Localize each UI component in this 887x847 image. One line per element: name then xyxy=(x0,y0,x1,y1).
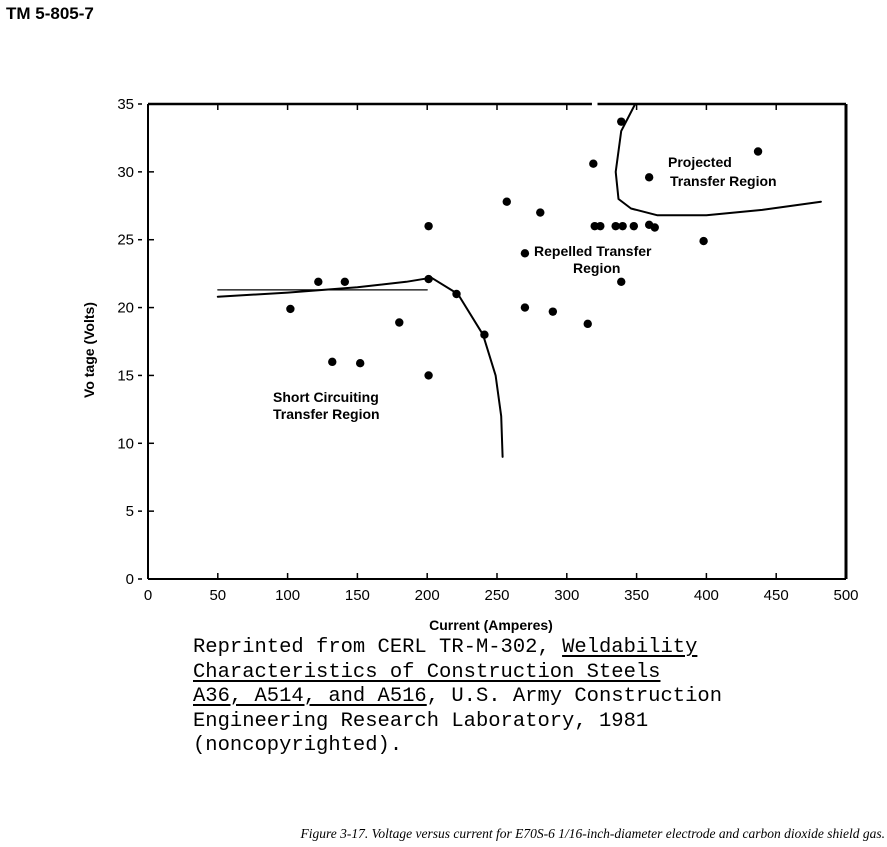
note-line3-text: , U.S. Army Construction xyxy=(426,685,722,708)
y-tick-label: 5 xyxy=(126,503,134,520)
data-point xyxy=(395,318,404,327)
note-line3-underlined: A36, A514, and A516 xyxy=(193,685,427,708)
x-tick-label: 300 xyxy=(554,587,579,604)
data-point xyxy=(753,147,763,156)
data-point xyxy=(650,223,659,232)
data-point xyxy=(548,307,558,316)
data-point xyxy=(328,357,337,367)
x-tick-label: 450 xyxy=(764,587,789,604)
projected-label-line1: Projected xyxy=(668,154,732,170)
data-point xyxy=(596,221,605,231)
x-tick-label: 50 xyxy=(209,587,226,604)
x-tick-labels: 0 50 100 150 200 250 300 350 400 450 500 xyxy=(144,104,859,604)
document-id: TM 5-805-7 xyxy=(6,4,94,23)
short-circuiting-label-line1: Short Circuiting xyxy=(273,389,379,405)
x-tick-label: 0 xyxy=(144,587,152,604)
data-point xyxy=(589,159,598,168)
x-tick-label: 350 xyxy=(624,587,649,604)
data-point xyxy=(340,277,350,286)
data-point xyxy=(520,303,530,312)
y-tick-label: 25 xyxy=(117,232,134,249)
x-tick-label: 500 xyxy=(833,587,858,604)
data-point xyxy=(424,274,433,284)
data-point xyxy=(355,359,365,368)
chart-curves xyxy=(216,103,822,458)
note-line4-text: Engineering Research Laboratory, 1981 xyxy=(193,709,649,733)
note-line1-text: Reprinted from CERL TR-M-302, xyxy=(193,636,563,659)
x-tick-label: 250 xyxy=(484,587,509,604)
y-tick-label: 20 xyxy=(117,300,134,317)
data-point xyxy=(424,221,433,231)
data-point xyxy=(536,208,545,217)
data-point xyxy=(644,173,654,182)
data-point xyxy=(618,221,627,231)
y-tick-label: 0 xyxy=(126,571,134,588)
data-point xyxy=(520,249,530,258)
x-tick-label: 150 xyxy=(345,587,370,604)
x-tick-label: 400 xyxy=(694,587,719,604)
data-point xyxy=(314,277,323,286)
x-tick-label: 100 xyxy=(275,587,300,604)
data-point xyxy=(424,371,433,380)
y-tick-label: 15 xyxy=(117,367,134,384)
x-tick-label: 200 xyxy=(415,587,440,604)
note-line5-text: (noncopyrighted). xyxy=(193,734,403,757)
data-point xyxy=(286,304,295,314)
reprint-note: Reprinted from CERL TR-M-302, Weldabilit… xyxy=(193,636,722,759)
data-point xyxy=(480,330,489,339)
data-point xyxy=(699,236,708,246)
y-axis-title: Vo tage (Volts) xyxy=(81,302,97,398)
data-point xyxy=(629,221,639,231)
x-axis-title: Current (Amperes) xyxy=(429,617,553,633)
y-tick-labels: 0 5 10 15 20 25 30 35 xyxy=(117,96,154,588)
data-point xyxy=(502,197,511,206)
chart-points xyxy=(286,117,763,380)
data-point xyxy=(617,117,626,126)
voltage-current-chart: 0 50 100 150 200 250 300 350 400 450 500 0 5 10 15 20 2… xyxy=(81,96,859,633)
note-line2-underlined: Characteristics of Construction Steels xyxy=(193,660,661,684)
projected-label-line2: Transfer Region xyxy=(670,173,777,189)
repelled-label-line1: Repelled Transfer xyxy=(534,243,652,259)
repelled-label-line2: Region xyxy=(573,260,620,276)
short-circuiting-label-line2: Transfer Region xyxy=(273,406,380,422)
figure-caption: Figure 3-17. Voltage versus current for … xyxy=(300,826,885,841)
y-tick-label: 35 xyxy=(117,96,134,113)
data-point xyxy=(452,289,461,299)
data-point xyxy=(611,221,620,231)
data-point xyxy=(583,319,592,329)
data-point xyxy=(617,277,626,286)
projected-boundary-curve xyxy=(614,103,822,217)
y-tick-label: 30 xyxy=(117,164,134,181)
note-line1-underlined: Weldability xyxy=(562,636,698,659)
y-tick-label: 10 xyxy=(117,435,134,452)
